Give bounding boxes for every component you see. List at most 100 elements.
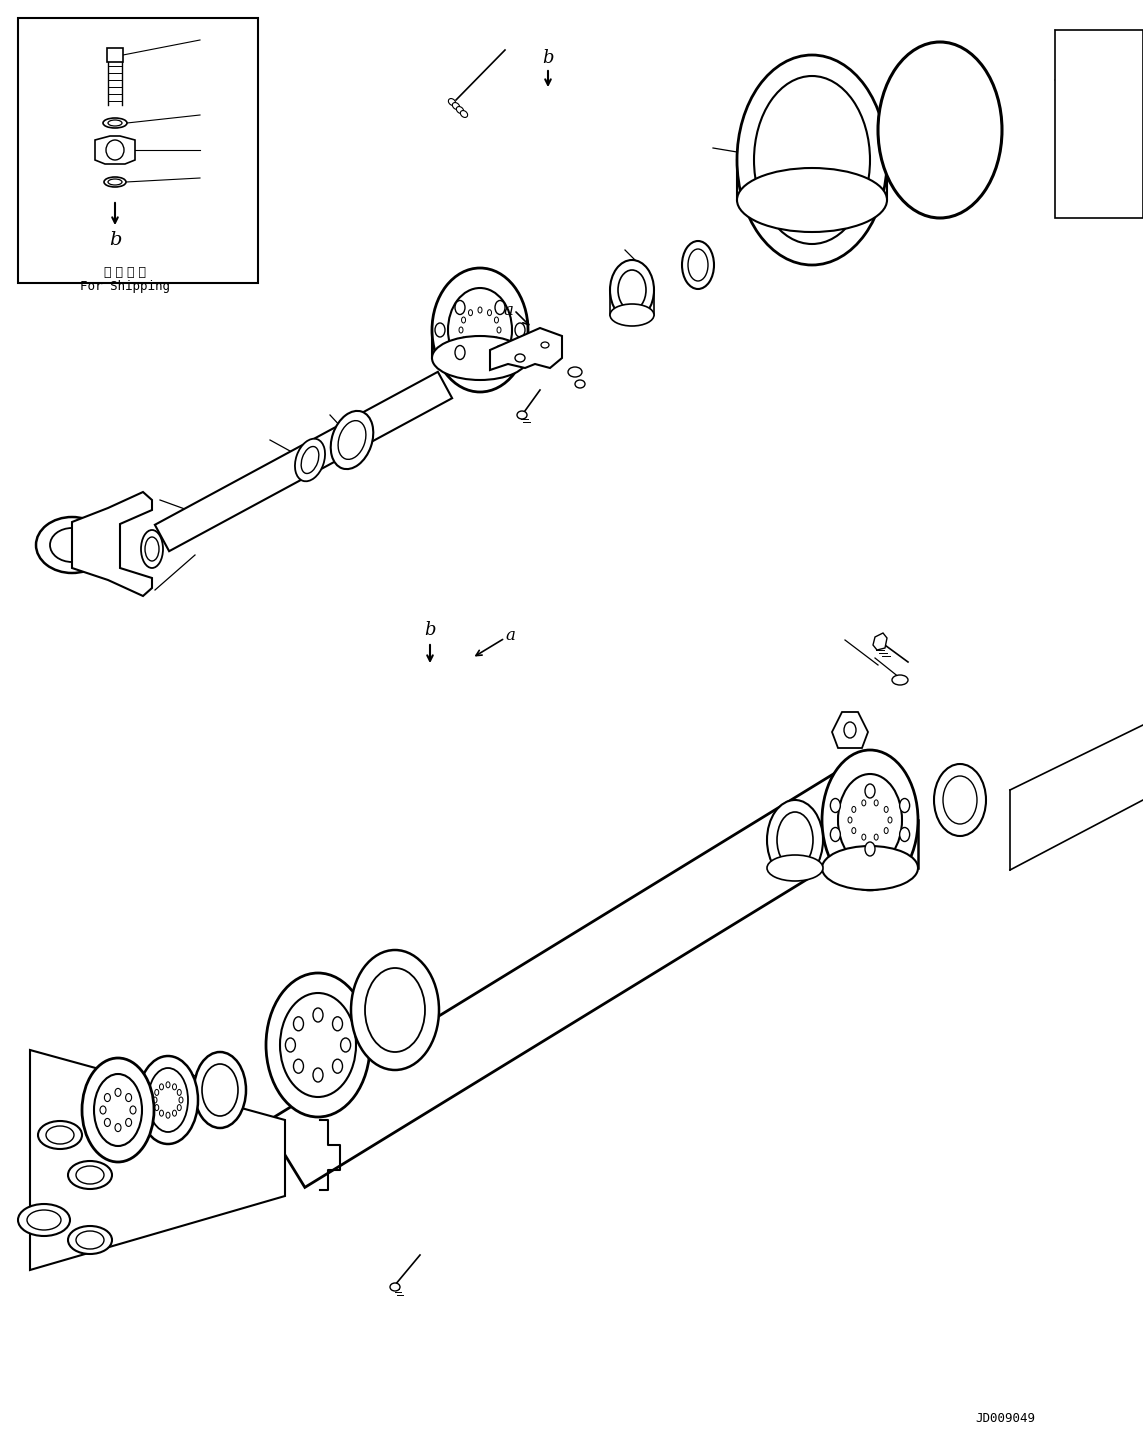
Ellipse shape [456, 106, 464, 113]
Ellipse shape [338, 420, 366, 460]
Ellipse shape [266, 973, 370, 1117]
Ellipse shape [166, 1083, 170, 1088]
Ellipse shape [830, 828, 840, 841]
Ellipse shape [179, 1097, 183, 1103]
Ellipse shape [75, 1165, 104, 1184]
Ellipse shape [478, 346, 482, 354]
Ellipse shape [202, 1064, 238, 1116]
Ellipse shape [852, 806, 856, 812]
Ellipse shape [461, 111, 467, 118]
Ellipse shape [177, 1090, 182, 1096]
Polygon shape [873, 633, 887, 650]
Polygon shape [490, 327, 562, 370]
Ellipse shape [495, 317, 498, 323]
Ellipse shape [104, 178, 126, 188]
Ellipse shape [610, 304, 654, 326]
Ellipse shape [166, 1112, 170, 1119]
Ellipse shape [106, 140, 123, 160]
Ellipse shape [104, 1094, 111, 1101]
Ellipse shape [453, 102, 459, 109]
Ellipse shape [865, 842, 876, 856]
Ellipse shape [767, 856, 823, 880]
Ellipse shape [103, 118, 127, 128]
Ellipse shape [126, 1119, 131, 1126]
Ellipse shape [138, 1056, 198, 1144]
Ellipse shape [46, 1126, 74, 1144]
Ellipse shape [18, 1203, 70, 1235]
Ellipse shape [943, 776, 977, 824]
Ellipse shape [737, 55, 887, 265]
Ellipse shape [515, 323, 525, 338]
Ellipse shape [351, 950, 439, 1069]
Text: b: b [424, 621, 435, 639]
Ellipse shape [365, 968, 425, 1052]
Ellipse shape [495, 301, 505, 314]
Ellipse shape [448, 99, 456, 105]
Ellipse shape [38, 1120, 82, 1149]
Ellipse shape [67, 1161, 112, 1189]
Ellipse shape [99, 1106, 106, 1115]
Polygon shape [265, 758, 900, 1187]
Ellipse shape [682, 242, 714, 290]
Ellipse shape [50, 528, 94, 562]
Ellipse shape [822, 845, 918, 890]
Ellipse shape [900, 828, 910, 841]
Polygon shape [832, 711, 868, 748]
Polygon shape [72, 492, 152, 597]
Ellipse shape [390, 1283, 400, 1291]
Ellipse shape [177, 1104, 182, 1110]
Ellipse shape [160, 1110, 163, 1116]
Ellipse shape [333, 1059, 343, 1074]
Ellipse shape [754, 76, 870, 244]
Ellipse shape [822, 749, 918, 890]
Ellipse shape [892, 675, 908, 685]
Ellipse shape [462, 317, 465, 323]
Text: JD009049: JD009049 [975, 1411, 1036, 1424]
Ellipse shape [459, 327, 463, 333]
Ellipse shape [865, 784, 876, 797]
Ellipse shape [878, 42, 1002, 218]
Ellipse shape [330, 410, 374, 469]
Ellipse shape [688, 249, 708, 281]
Polygon shape [935, 45, 945, 68]
Ellipse shape [141, 530, 163, 567]
Ellipse shape [848, 818, 852, 824]
Ellipse shape [469, 345, 472, 351]
Ellipse shape [94, 1074, 142, 1147]
Ellipse shape [478, 307, 482, 313]
Ellipse shape [82, 1058, 154, 1163]
Ellipse shape [462, 338, 465, 343]
Ellipse shape [885, 806, 888, 812]
Ellipse shape [575, 380, 585, 388]
Ellipse shape [27, 1211, 61, 1229]
Ellipse shape [194, 1052, 246, 1128]
Ellipse shape [488, 345, 491, 351]
Ellipse shape [517, 410, 527, 419]
Polygon shape [154, 372, 453, 551]
Ellipse shape [313, 1068, 323, 1083]
Ellipse shape [115, 1123, 121, 1132]
Ellipse shape [838, 774, 902, 866]
Ellipse shape [830, 799, 840, 812]
Ellipse shape [862, 834, 865, 840]
Ellipse shape [618, 271, 646, 310]
Ellipse shape [67, 1227, 112, 1254]
Ellipse shape [35, 517, 107, 573]
Ellipse shape [286, 1037, 295, 1052]
Ellipse shape [777, 812, 813, 869]
Ellipse shape [852, 828, 856, 834]
Ellipse shape [147, 1068, 187, 1132]
Ellipse shape [934, 764, 986, 837]
Ellipse shape [432, 268, 528, 391]
Text: b: b [542, 49, 553, 67]
Ellipse shape [301, 447, 319, 473]
Text: 運 搞 部 品: 運 搞 部 品 [104, 265, 146, 278]
Text: For Shipping: For Shipping [80, 279, 170, 292]
Ellipse shape [130, 1106, 136, 1115]
Ellipse shape [874, 834, 878, 840]
Ellipse shape [107, 179, 122, 185]
Text: a: a [503, 301, 513, 319]
Ellipse shape [333, 1017, 343, 1030]
Text: b: b [109, 231, 121, 249]
Ellipse shape [294, 1059, 304, 1074]
